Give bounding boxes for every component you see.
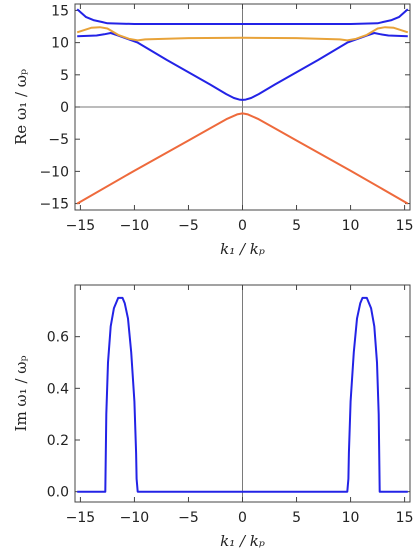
x-tick-label: 10 bbox=[342, 510, 360, 526]
series-line-3 bbox=[76, 112, 409, 205]
x-tick-label: −5 bbox=[178, 510, 199, 526]
y-tick-label: −5 bbox=[48, 132, 69, 148]
x-tick-label: 10 bbox=[342, 218, 360, 234]
y-tick-label: 0.6 bbox=[47, 330, 69, 346]
series-line-0 bbox=[76, 8, 409, 25]
y-tick-label: 5 bbox=[60, 68, 69, 84]
x-tick-label: 15 bbox=[396, 510, 414, 526]
series-line-0 bbox=[77, 296, 408, 493]
x-tick-label: −10 bbox=[120, 218, 150, 234]
y-tick-label: −10 bbox=[39, 164, 69, 180]
y-axis-label: Im ω₁ / ωₚ bbox=[12, 356, 30, 432]
x-tick-label: −15 bbox=[66, 218, 96, 234]
y-tick-label: 0 bbox=[60, 100, 69, 116]
y-tick-label: 15 bbox=[51, 3, 69, 19]
x-tick-label: 0 bbox=[238, 510, 247, 526]
x-tick-label: 0 bbox=[238, 218, 247, 234]
series-line-2 bbox=[76, 26, 409, 42]
y-tick-label: 0.4 bbox=[47, 381, 69, 397]
x-tick-label: 5 bbox=[292, 510, 301, 526]
y-tick-label: 0.0 bbox=[47, 485, 69, 501]
x-axis-label: k₁ / kₚ bbox=[220, 240, 265, 258]
y-tick-label: 10 bbox=[51, 36, 69, 52]
x-axis-label: k₁ / kₚ bbox=[220, 532, 265, 550]
x-tick-label: −15 bbox=[66, 510, 96, 526]
y-axis-label: Re ω₁ / ωₚ bbox=[12, 69, 30, 145]
y-tick-label: −15 bbox=[39, 197, 69, 213]
x-tick-label: 5 bbox=[292, 218, 301, 234]
x-tick-label: 15 bbox=[396, 218, 414, 234]
real-part-panel: −15 −10 −5 0 5 10 15 −15 −10 −5 0 5 10 15 k₁ / kₚ Re ω₁… bbox=[12, 3, 414, 258]
y-tick-label: 0.2 bbox=[47, 433, 69, 449]
x-tick-label: −5 bbox=[178, 218, 199, 234]
imaginary-part-panel: −15 −10 −5 0 5 10 15 0.0 0.2 0.4 0.6 k₁ / kₚ Im ω₁ /… bbox=[12, 284, 414, 550]
x-tick-label: −10 bbox=[120, 510, 150, 526]
